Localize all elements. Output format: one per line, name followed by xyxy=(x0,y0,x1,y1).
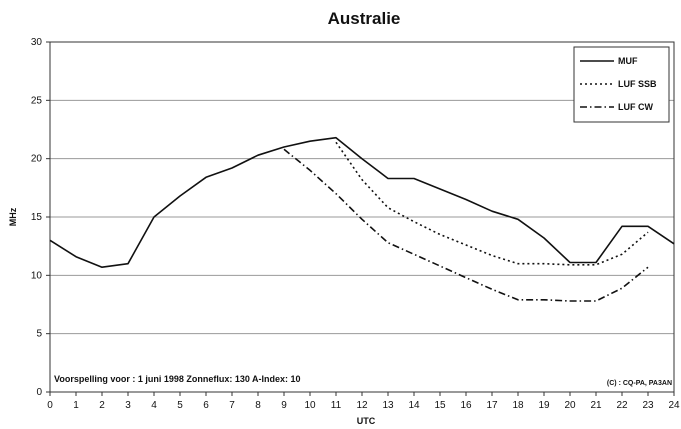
y-tick-label-25: 25 xyxy=(31,95,43,106)
x-axis-label: UTC xyxy=(357,416,376,426)
y-tick-label-15: 15 xyxy=(31,212,43,223)
y-tick-label-30: 30 xyxy=(31,37,43,48)
x-tick-label-5: 5 xyxy=(177,400,183,411)
x-tick-label-2: 2 xyxy=(99,400,105,411)
x-tick-label-18: 18 xyxy=(512,400,524,411)
legend-box xyxy=(573,46,670,123)
x-tick-label-15: 15 xyxy=(434,400,446,411)
y-axis-label: MHz xyxy=(8,207,18,226)
y-tick-label-10: 10 xyxy=(31,270,43,281)
x-tick-label-0: 0 xyxy=(47,400,53,411)
copyright-credit: (C) : CQ-PA, PA3AN xyxy=(607,380,672,387)
x-tick-label-23: 23 xyxy=(642,400,654,411)
x-tick-label-4: 4 xyxy=(151,400,157,411)
x-tick-label-19: 19 xyxy=(538,400,550,411)
x-tick-label-7: 7 xyxy=(229,400,235,411)
legend-label-muf: MUF xyxy=(618,56,638,66)
x-tick-label-13: 13 xyxy=(382,400,394,411)
x-tick-label-9: 9 xyxy=(281,400,287,411)
y-tick-label-0: 0 xyxy=(36,387,42,398)
x-tick-label-20: 20 xyxy=(564,400,576,411)
x-tick-label-6: 6 xyxy=(203,400,209,411)
y-tick-label-20: 20 xyxy=(31,154,43,165)
chart-title: Australie xyxy=(328,9,401,28)
series-line-muf xyxy=(49,136,675,268)
x-tick-label-12: 12 xyxy=(356,400,368,411)
x-tick-label-22: 22 xyxy=(616,400,628,411)
forecast-note: Voorspelling voor : 1 juni 1998 Zonneflu… xyxy=(54,374,301,384)
legend-label-luf-ssb: LUF SSB xyxy=(618,79,657,89)
legend: MUF LUF SSB LUF CW xyxy=(573,46,670,123)
series-line-luf-ssb xyxy=(335,141,649,266)
x-tick-label-3: 3 xyxy=(125,400,131,411)
x-tick-label-1: 1 xyxy=(73,400,79,411)
x-tick-label-10: 10 xyxy=(304,400,316,411)
x-tick-label-11: 11 xyxy=(331,400,342,411)
legend-label-luf-cw: LUF CW xyxy=(618,102,653,112)
x-tick-label-8: 8 xyxy=(255,400,261,411)
series-line-luf-cw xyxy=(283,148,649,302)
x-tick-label-21: 21 xyxy=(590,400,602,411)
x-tick-label-14: 14 xyxy=(408,400,420,411)
x-tick-label-16: 16 xyxy=(460,400,472,411)
x-tick-label-24: 24 xyxy=(668,400,680,411)
y-tick-label-5: 5 xyxy=(36,329,42,340)
x-tick-label-17: 17 xyxy=(486,400,498,411)
